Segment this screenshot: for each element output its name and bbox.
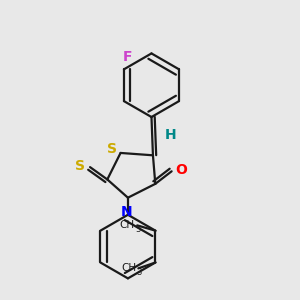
Text: 3: 3 <box>135 225 140 234</box>
Text: F: F <box>123 50 132 64</box>
Text: H: H <box>165 128 176 142</box>
Text: O: O <box>175 163 187 177</box>
Text: N: N <box>121 205 132 219</box>
Text: CH: CH <box>120 220 135 230</box>
Text: CH: CH <box>121 263 136 273</box>
Text: S: S <box>75 159 85 172</box>
Text: S: S <box>107 142 117 156</box>
Text: 3: 3 <box>136 268 142 277</box>
